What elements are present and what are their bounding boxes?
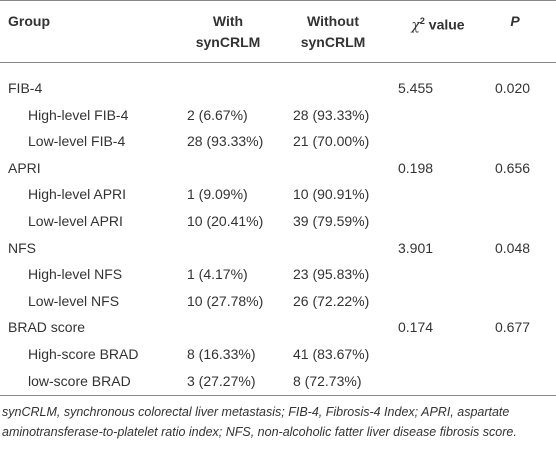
header-chi: χ2 value: [398, 12, 478, 35]
p-value: 0.048: [495, 239, 531, 256]
group-name: FIB-4: [8, 80, 43, 96]
p-value: 0.656: [495, 159, 531, 176]
p-value: 0.677: [495, 319, 531, 336]
with-value: 8 (16.33%): [187, 346, 256, 362]
chi-value: 0.198: [398, 159, 434, 176]
with-value: 10 (27.78%): [187, 292, 264, 309]
header-with: With: [212, 13, 244, 29]
top-rule: [0, 0, 556, 1]
without-value: 28 (93.33%): [293, 106, 370, 123]
header-with: synCRLM: [195, 34, 261, 50]
subgroup-name: low-score BRAD: [28, 372, 131, 389]
subgroup-name: High-level NFS: [28, 266, 123, 283]
with-value: 1 (9.09%): [187, 186, 248, 203]
subgroup-name: High-level FIB-4: [28, 106, 129, 123]
without-value: 21 (70.00%): [293, 133, 370, 150]
chi-value: 3.901: [398, 239, 434, 256]
subgroup-name: High-score BRAD: [28, 346, 139, 362]
p-value: 0.020: [495, 80, 531, 96]
group-name: NFS: [8, 239, 36, 256]
subgroup-name: High-level APRI: [28, 186, 127, 203]
without-value: 8 (72.73%): [293, 372, 362, 389]
group-name: BRAD score: [8, 319, 86, 336]
chi-text: value: [428, 16, 465, 33]
group-name: APRI: [8, 159, 41, 176]
subgroup-name: Low-level NFS: [28, 292, 120, 309]
without-value: 39 (79.59%): [293, 213, 370, 229]
header-group: Group: [8, 13, 50, 29]
with-value: 28 (93.33%): [187, 133, 264, 150]
subgroup-name: Low-level APRI: [28, 213, 123, 229]
header-rule: [0, 62, 556, 63]
header-without: synCRLM: [300, 34, 366, 50]
chi-sup: 2: [419, 16, 425, 26]
header-p: P: [510, 13, 520, 29]
without-value: 26 (72.22%): [293, 292, 370, 309]
with-value: 1 (4.17%): [187, 266, 248, 283]
with-value: 10 (20.41%): [187, 213, 264, 229]
footnote: synCRLM, synchronous colorectal liver me…: [2, 405, 517, 439]
chi-symbol: χ: [411, 17, 420, 34]
subgroup-name: Low-level FIB-4: [28, 133, 126, 150]
with-value: 2 (6.67%): [187, 106, 248, 123]
without-value: 23 (95.83%): [293, 266, 370, 283]
chi-value: 5.455: [398, 80, 434, 96]
chi-value: 0.174: [398, 319, 434, 336]
bottom-rule: [0, 395, 556, 396]
without-value: 10 (90.91%): [293, 186, 370, 203]
with-value: 3 (27.27%): [187, 372, 256, 389]
without-value: 41 (83.67%): [293, 346, 370, 362]
header-without: Without: [307, 13, 359, 29]
